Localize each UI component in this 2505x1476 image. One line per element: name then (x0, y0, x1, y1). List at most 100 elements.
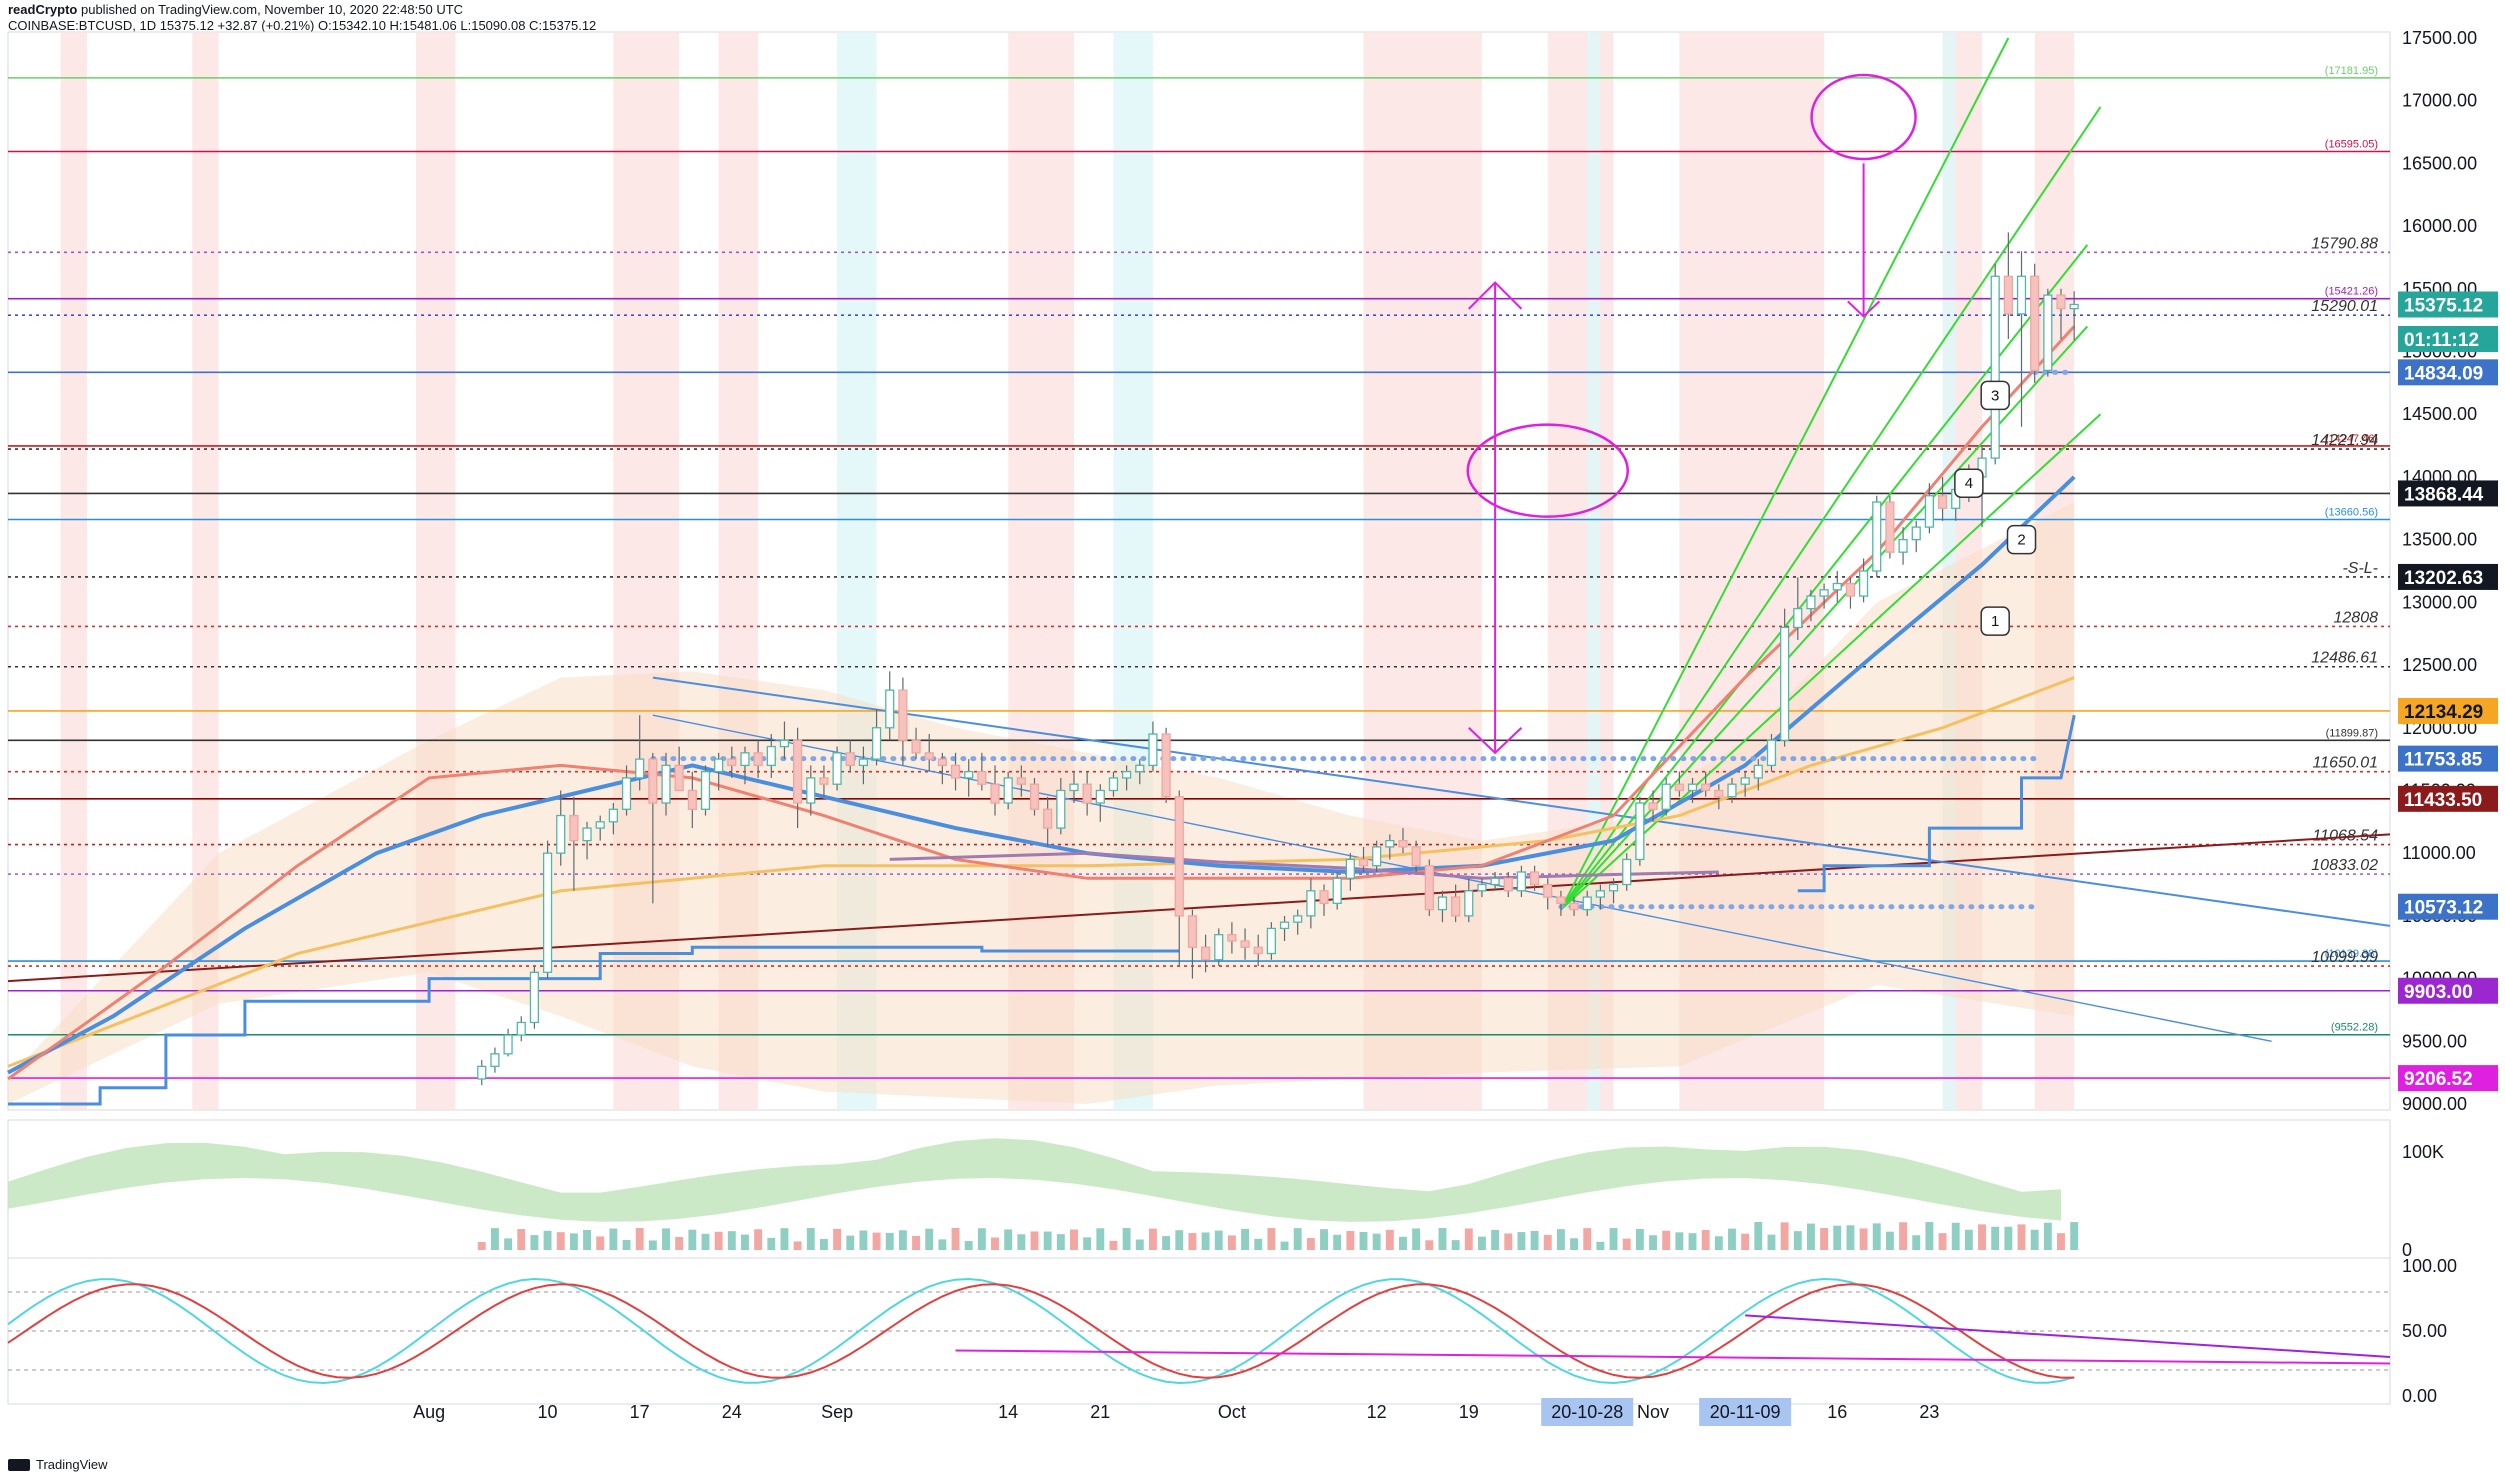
x-tick-0: Aug (413, 1402, 445, 1422)
candle-body-65 (1332, 877, 1342, 904)
volume-bar-42 (1030, 1231, 1039, 1250)
y-tick-0: 17500.00 (2402, 28, 2477, 48)
volume-bar-95 (1728, 1228, 1736, 1250)
volume-bar-63 (1306, 1238, 1315, 1250)
candle-body-29 (858, 758, 869, 767)
volume-bar-37 (964, 1241, 973, 1250)
candle-body-107 (1885, 501, 1895, 553)
volume-bar-23 (780, 1228, 789, 1250)
volume-bar-53 (1175, 1230, 1184, 1250)
volume-bar-57 (1227, 1235, 1236, 1250)
x-highlight-0: 20-10-28 (1541, 1398, 1634, 1426)
candle-body-7 (569, 814, 579, 842)
volume-bar-9 (596, 1236, 605, 1250)
level-label-15: 11650.01 (2312, 755, 2378, 772)
candle-body-120 (2056, 294, 2066, 310)
volume-bar-77 (1491, 1229, 1500, 1250)
volume-tick-0: 100K (2402, 1142, 2444, 1162)
candle-body-21 (753, 752, 763, 767)
x-tick-6: 21 (1090, 1402, 1110, 1422)
price-badge-bg-2 (2398, 359, 2498, 386)
x-tick-3: 24 (722, 1402, 742, 1422)
candle-body-48 (1108, 777, 1119, 792)
volume-bar-27 (833, 1228, 842, 1250)
candle-body-59 (1253, 946, 1263, 955)
volume-bar-35 (938, 1239, 947, 1250)
osc-tick-0: 100.00 (2402, 1256, 2457, 1276)
level-label-17: 11068.54 (2312, 828, 2378, 845)
volume-bar-41 (1017, 1234, 1026, 1250)
candle-body-6 (556, 814, 566, 854)
publish-info: published on TradingView.com, November 1… (80, 2, 464, 17)
volume-bar-30 (872, 1232, 881, 1250)
price-badge-4: 13202.63 (2398, 563, 2498, 590)
level-label-6: (14247.46) (2325, 433, 2378, 445)
volume-bar-49 (1122, 1228, 1131, 1250)
x-tick-12: 23 (1919, 1402, 1939, 1422)
volume-bar-88 (1635, 1228, 1644, 1250)
volume-bar-28 (846, 1235, 855, 1250)
volume-bar-1 (490, 1228, 499, 1250)
volume-bar-31 (885, 1232, 894, 1250)
candle-body-39 (990, 783, 1000, 804)
footer-brand[interactable]: TradingView (8, 1457, 108, 1472)
price-badge-0: 15375.12 (2398, 291, 2498, 318)
candle-body-64 (1319, 890, 1329, 904)
price-badge-bg-6 (2398, 745, 2498, 772)
level-label-7: 14221.94 (2311, 432, 2378, 449)
callout-box-2 (2006, 524, 2037, 555)
volume-bar-75 (1464, 1228, 1473, 1250)
author-name[interactable]: readCrypto (8, 2, 78, 17)
candle-body-121 (2069, 303, 2079, 310)
candle-body-0 (477, 1065, 487, 1080)
price-badge-bg-3 (2398, 480, 2498, 507)
level-label-19: (10139.38) (2325, 948, 2378, 960)
candle-body-47 (1095, 789, 1105, 804)
candle-body-20 (740, 752, 750, 767)
candle-body-104 (1845, 582, 1856, 597)
ohlc-readout: COINBASE:BTCUSD, 1D 15375.12 +32.87 (+0.… (8, 18, 597, 33)
y-tick-3: 16000.00 (2402, 216, 2477, 236)
volume-bar-36 (951, 1228, 960, 1250)
level-label-18: 10833.02 (2311, 857, 2378, 874)
candle-body-58 (1240, 940, 1250, 948)
volume-bar-78 (1504, 1233, 1513, 1250)
candle-body-18 (714, 758, 724, 773)
y-tick-10: 12500.00 (2402, 655, 2477, 675)
candle-body-73 (1437, 896, 1448, 911)
candle-body-9 (595, 821, 605, 829)
volume-bar-118 (2030, 1229, 2039, 1250)
volume-bar-3 (517, 1229, 526, 1250)
callout-3: 3 (1980, 380, 2010, 411)
candle-body-94 (1714, 789, 1724, 798)
candle-body-27 (832, 752, 842, 785)
volume-bar-90 (1662, 1230, 1671, 1250)
osc-trendline-1 (955, 1349, 2391, 1365)
volume-bar-68 (1372, 1233, 1381, 1250)
volume-bar-70 (1399, 1236, 1407, 1250)
volume-bar-19 (727, 1231, 736, 1250)
volume-bar-29 (859, 1230, 868, 1250)
candle-body-46 (1082, 783, 1092, 804)
candle-body-55 (1200, 946, 1211, 961)
volume-bar-114 (1978, 1224, 1986, 1250)
volume-bar-76 (1477, 1236, 1486, 1250)
price-badge-bg-7 (2398, 785, 2498, 812)
candle-body-110 (1924, 495, 1934, 528)
x-highlight-bg-0 (1541, 1398, 1634, 1426)
volume-bar-86 (1609, 1228, 1618, 1250)
osc-trendline-2 (1745, 1314, 2391, 1358)
volume-bar-98 (1767, 1234, 1776, 1250)
volume-bar-84 (1583, 1228, 1592, 1250)
candle-body-17 (700, 771, 711, 810)
x-tick-10: Nov (1637, 1402, 1669, 1422)
volume-bar-103 (1833, 1225, 1842, 1250)
volume-bar-34 (925, 1228, 934, 1250)
volume-bar-21 (754, 1229, 763, 1250)
candle-body-26 (819, 777, 829, 785)
stepped-support-1 (8, 945, 1180, 1106)
volume-bar-48 (1109, 1240, 1118, 1250)
candle-body-28 (845, 752, 855, 767)
x-tick-9: 19 (1459, 1402, 1479, 1422)
